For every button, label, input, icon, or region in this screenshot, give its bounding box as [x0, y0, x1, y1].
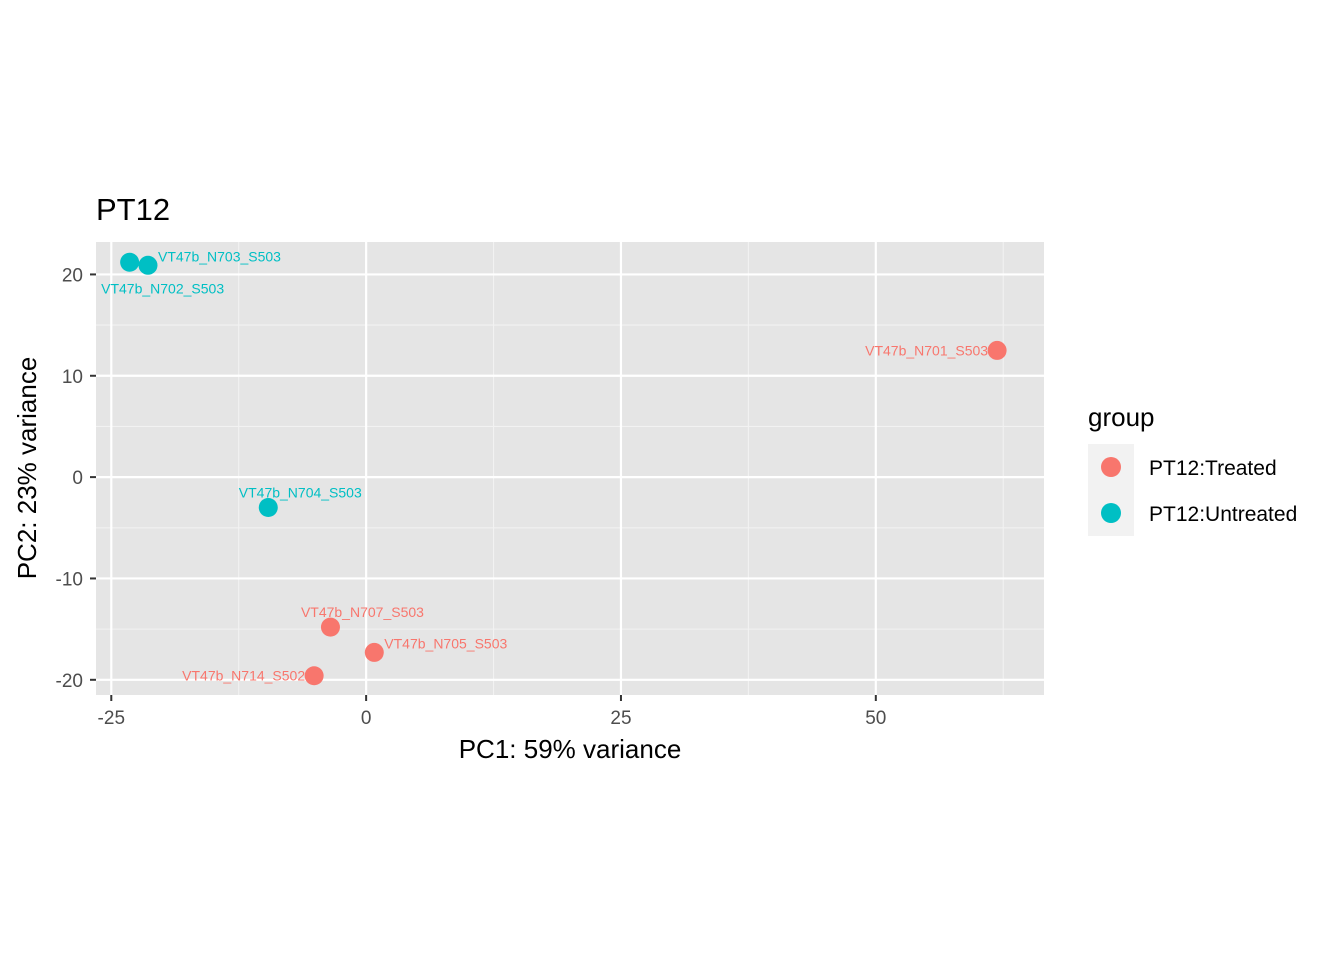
y-tick-label: 20: [62, 265, 83, 286]
grid-lines: [96, 242, 1044, 695]
axes: -25 0 25 50 -20 -10 0 10 20: [56, 265, 887, 729]
point-label: VT47b_N703_S503: [158, 248, 281, 264]
x-tick-label: -25: [98, 708, 125, 729]
legend-items: PT12:Treated PT12:Untreated: [1088, 444, 1297, 536]
legend-key-marker: [1101, 503, 1121, 523]
point-label: VT47b_N704_S503: [239, 485, 362, 501]
y-tick-label: 10: [62, 367, 83, 388]
point-label: VT47b_N707_S503: [301, 604, 424, 620]
y-tick-label: -10: [56, 569, 83, 590]
data-point: [320, 617, 340, 637]
data-point: [304, 666, 324, 686]
y-tick-label: 0: [72, 468, 83, 489]
data-point: [987, 340, 1007, 360]
x-tick-label: 0: [361, 708, 372, 729]
plot-panel: [96, 242, 1044, 695]
data-point: [120, 252, 140, 272]
data-point: [364, 642, 384, 662]
data-point: [138, 255, 158, 275]
legend-key-marker: [1101, 457, 1121, 477]
point-labels: VT47b_N701_S503 VT47b_N705_S503 VT47b_N707…: [101, 248, 988, 683]
data-point: [258, 498, 278, 518]
point-label: VT47b_N705_S503: [384, 635, 507, 651]
point-label: VT47b_N702_S503: [101, 280, 224, 296]
point-label: VT47b_N701_S503: [865, 342, 988, 358]
x-tick-label: 50: [865, 708, 886, 729]
y-tick-label: -20: [56, 671, 83, 692]
point-label: VT47b_N714_S502: [182, 668, 305, 684]
x-tick-label: 25: [610, 708, 631, 729]
y-axis-title: PC2: 23% variance: [12, 357, 42, 580]
x-axis-title: PC1: 59% variance: [459, 734, 682, 764]
legend-entry-label: PT12:Untreated: [1149, 503, 1297, 526]
legend: group PT12:Treated PT12:Untreated: [1088, 402, 1297, 536]
data-points: [120, 252, 1007, 686]
legend-title: group: [1088, 402, 1155, 432]
legend-entry-label: PT12:Treated: [1149, 457, 1277, 480]
chart-title: PT12: [96, 192, 170, 227]
